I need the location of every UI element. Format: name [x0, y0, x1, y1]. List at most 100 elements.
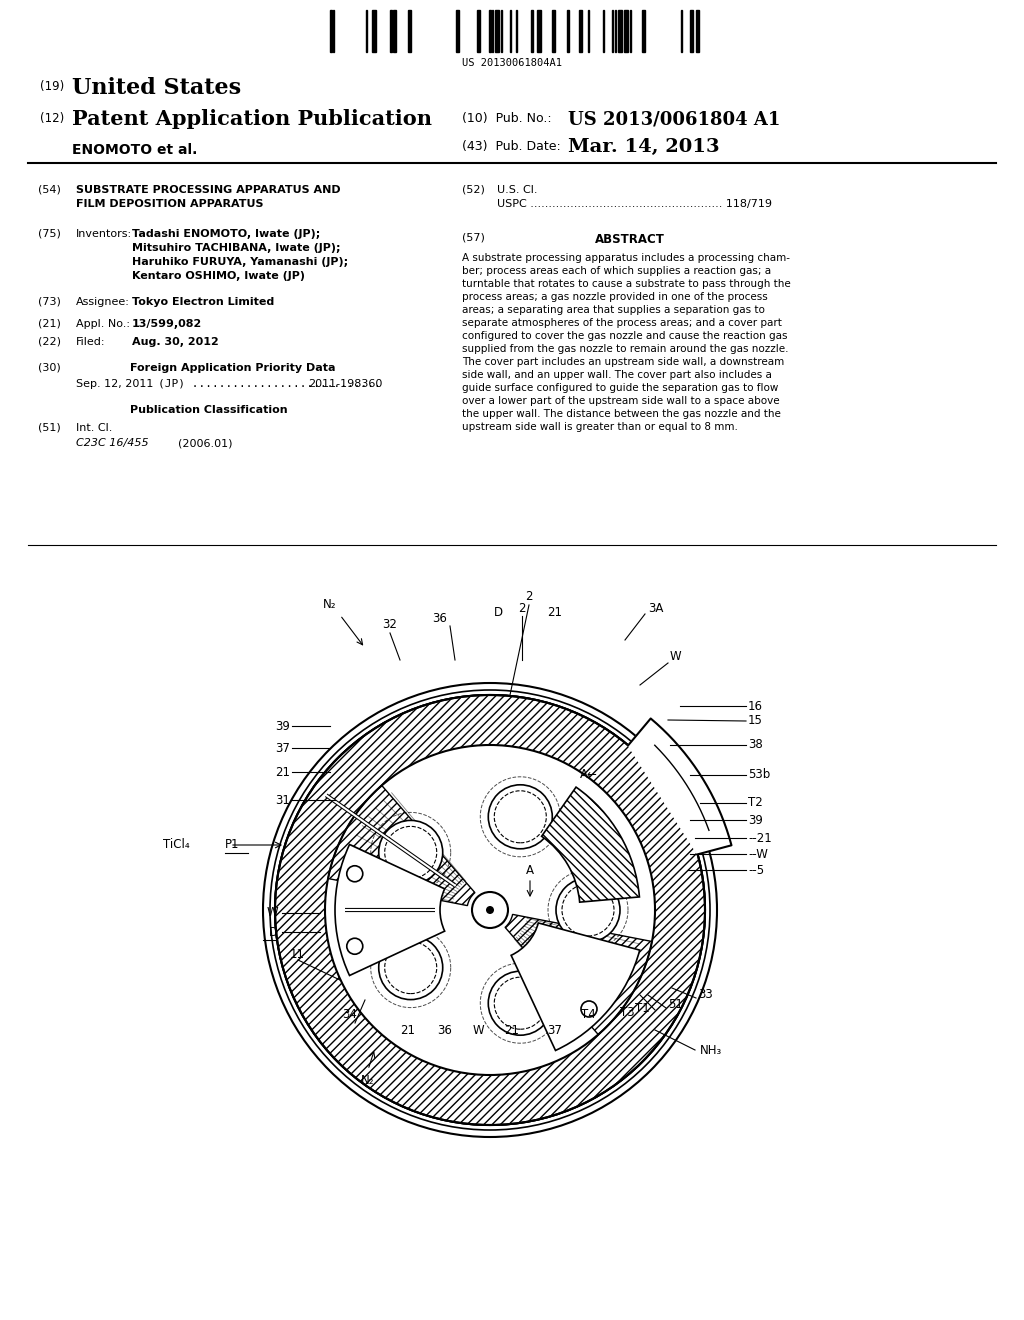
Text: supplied from the gas nozzle to remain around the gas nozzle.: supplied from the gas nozzle to remain a…: [462, 345, 788, 354]
Text: (22): (22): [38, 337, 61, 347]
Text: 13/599,082: 13/599,082: [132, 319, 203, 329]
Text: (54): (54): [38, 185, 60, 195]
Text: D: D: [494, 606, 503, 619]
Text: ENOMOTO et al.: ENOMOTO et al.: [72, 143, 198, 157]
Text: US 2013/0061804 A1: US 2013/0061804 A1: [568, 110, 780, 128]
Text: 39: 39: [748, 813, 763, 826]
Bar: [618, 11, 622, 51]
Text: Patent Application Publication: Patent Application Publication: [72, 110, 432, 129]
Text: Aug. 30, 2012: Aug. 30, 2012: [132, 337, 219, 347]
Text: Foreign Application Priority Data: Foreign Application Priority Data: [130, 363, 336, 374]
Text: (10)  Pub. No.:: (10) Pub. No.:: [462, 112, 552, 125]
Circle shape: [488, 785, 552, 849]
Text: (52): (52): [462, 185, 485, 195]
Text: 21: 21: [275, 766, 290, 779]
Text: side wall, and an upper wall. The cover part also includes a: side wall, and an upper wall. The cover …: [462, 370, 772, 380]
Text: 31: 31: [275, 793, 290, 807]
Bar: [456, 11, 459, 51]
Text: 33: 33: [698, 989, 713, 1002]
Bar: [579, 11, 582, 51]
Bar: [642, 11, 645, 51]
Text: 11: 11: [290, 949, 305, 961]
Text: Inventors:: Inventors:: [76, 228, 132, 239]
Text: 2011-198360: 2011-198360: [308, 379, 382, 389]
Circle shape: [347, 939, 362, 954]
Text: 32: 32: [383, 619, 397, 631]
Text: the upper wall. The distance between the gas nozzle and the: the upper wall. The distance between the…: [462, 409, 781, 418]
Text: 21: 21: [505, 1023, 519, 1036]
Polygon shape: [628, 718, 731, 854]
Text: upstream side wall is greater than or equal to 8 mm.: upstream side wall is greater than or eq…: [462, 422, 738, 432]
Text: SUBSTRATE PROCESSING APPARATUS AND: SUBSTRATE PROCESSING APPARATUS AND: [76, 185, 341, 195]
Text: Mitsuhiro TACHIBANA, Iwate (JP);: Mitsuhiro TACHIBANA, Iwate (JP);: [132, 243, 341, 253]
Text: 36: 36: [437, 1023, 453, 1036]
Text: turntable that rotates to cause a substrate to pass through the: turntable that rotates to cause a substr…: [462, 279, 791, 289]
Circle shape: [486, 906, 494, 913]
Text: 34: 34: [343, 1008, 357, 1022]
Bar: [696, 11, 699, 51]
Text: A←: A←: [581, 768, 598, 781]
Text: W: W: [472, 1023, 483, 1036]
Bar: [552, 11, 555, 51]
Text: The cover part includes an upstream side wall, a downstream: The cover part includes an upstream side…: [462, 356, 784, 367]
Text: (21): (21): [38, 319, 60, 329]
Text: 39: 39: [275, 719, 290, 733]
Text: over a lower part of the upstream side wall to a space above: over a lower part of the upstream side w…: [462, 396, 779, 407]
Bar: [390, 11, 392, 51]
Bar: [372, 11, 376, 51]
Text: separate atmospheres of the process areas; and a cover part: separate atmospheres of the process area…: [462, 318, 782, 327]
Bar: [567, 11, 569, 51]
Circle shape: [472, 892, 508, 928]
Text: United States: United States: [72, 77, 241, 99]
Bar: [624, 11, 628, 51]
Bar: [330, 11, 332, 51]
Text: (12): (12): [40, 112, 65, 125]
Text: P1: P1: [225, 838, 240, 851]
Text: Assignee:: Assignee:: [76, 297, 130, 308]
Text: A: A: [526, 863, 534, 876]
Text: C23C 16/455: C23C 16/455: [76, 438, 148, 447]
Bar: [690, 11, 693, 51]
Text: 21: 21: [400, 1023, 416, 1036]
Text: Tokyo Electron Limited: Tokyo Electron Limited: [132, 297, 274, 308]
Text: Publication Classification: Publication Classification: [130, 405, 288, 414]
Circle shape: [488, 972, 552, 1035]
Text: Filed:: Filed:: [76, 337, 105, 347]
Text: 16: 16: [748, 700, 763, 713]
Text: Haruhiko FURUYA, Yamanashi (JP);: Haruhiko FURUYA, Yamanashi (JP);: [132, 257, 348, 267]
Bar: [489, 11, 490, 51]
Text: Appl. No.:: Appl. No.:: [76, 319, 130, 329]
Text: ber; process areas each of which supplies a reaction gas; a: ber; process areas each of which supplie…: [462, 267, 771, 276]
Text: US 20130061804A1: US 20130061804A1: [462, 58, 562, 69]
Text: areas; a separating area that supplies a separation gas to: areas; a separating area that supplies a…: [462, 305, 765, 315]
Text: W: W: [670, 651, 682, 664]
Circle shape: [325, 744, 655, 1074]
Text: ABSTRACT: ABSTRACT: [595, 234, 665, 246]
Text: 21: 21: [548, 606, 562, 619]
Text: T2: T2: [748, 796, 763, 809]
Text: U.S. Cl.: U.S. Cl.: [497, 185, 538, 195]
Text: NH₃: NH₃: [700, 1044, 722, 1056]
Text: 37: 37: [275, 742, 290, 755]
Text: 37: 37: [548, 1023, 562, 1036]
Bar: [393, 11, 396, 51]
Text: --21: --21: [748, 832, 772, 845]
Text: (43)  Pub. Date:: (43) Pub. Date:: [462, 140, 561, 153]
Text: configured to cover the gas nozzle and cause the reaction gas: configured to cover the gas nozzle and c…: [462, 331, 787, 341]
Text: 3A: 3A: [648, 602, 664, 615]
Text: --5: --5: [748, 863, 764, 876]
Text: N₂: N₂: [324, 598, 337, 611]
Circle shape: [347, 866, 362, 882]
Text: Mar. 14, 2013: Mar. 14, 2013: [568, 139, 720, 156]
Text: process areas; a gas nozzle provided in one of the process: process areas; a gas nozzle provided in …: [462, 292, 768, 302]
Text: 38: 38: [748, 738, 763, 751]
Text: Kentaro OSHIMO, Iwate (JP): Kentaro OSHIMO, Iwate (JP): [132, 271, 305, 281]
Circle shape: [379, 821, 442, 884]
Bar: [408, 11, 411, 51]
Text: A substrate processing apparatus includes a processing cham-: A substrate processing apparatus include…: [462, 253, 790, 263]
Text: (JP) ............................: (JP) ............................: [158, 379, 381, 389]
Text: D: D: [269, 925, 278, 939]
Bar: [537, 11, 541, 51]
Text: T4: T4: [581, 1008, 595, 1022]
Wedge shape: [511, 923, 640, 1051]
